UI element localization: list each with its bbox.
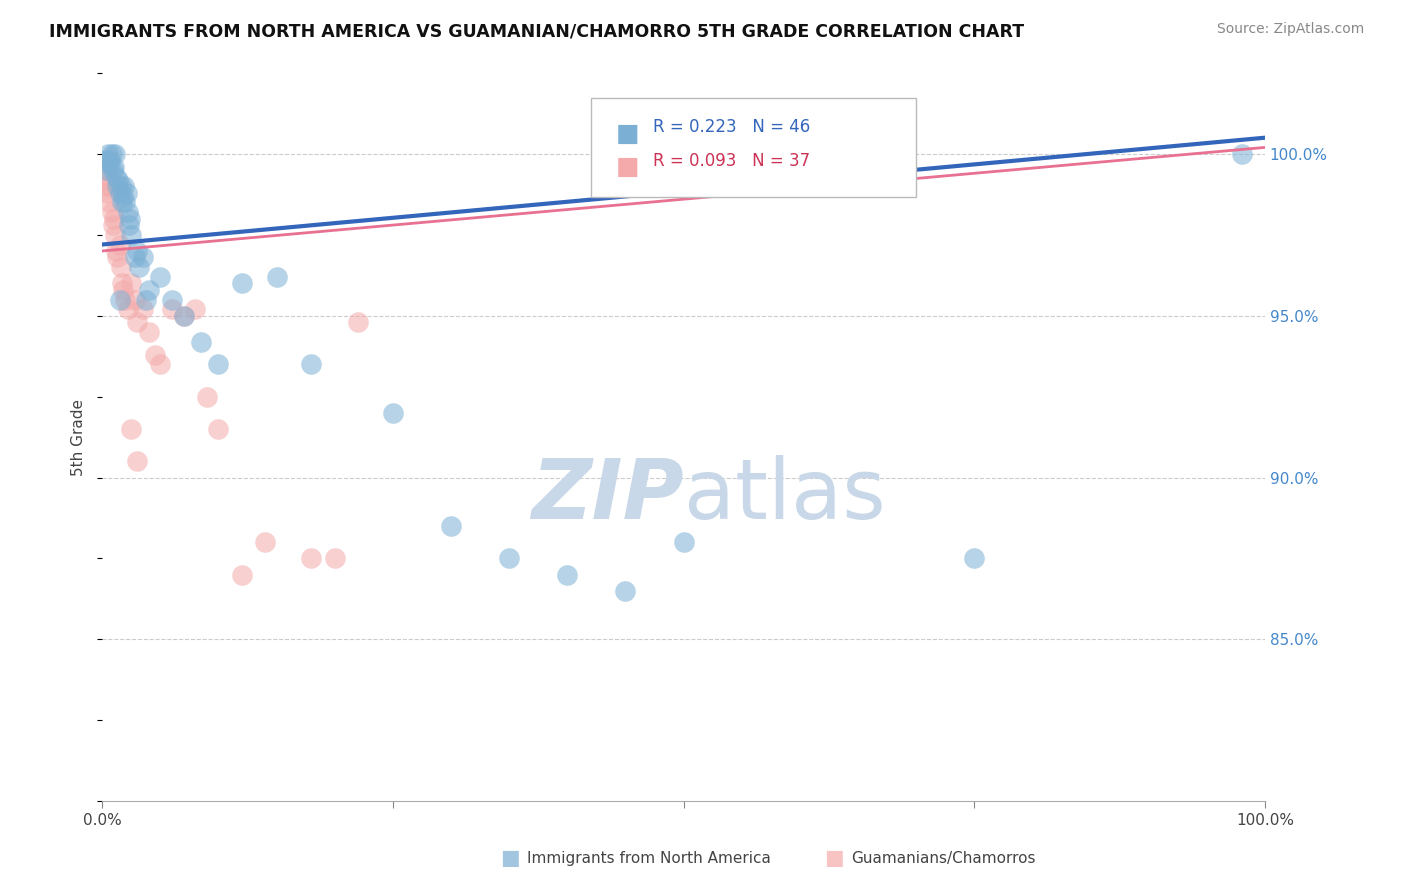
- Point: [138, 325, 160, 339]
- Point: [93, 163, 115, 178]
- Text: atlas: atlas: [683, 455, 886, 536]
- Point: [120, 422, 142, 436]
- Point: [94, 153, 117, 168]
- Point: [110, 260, 132, 275]
- Point: [347, 315, 370, 329]
- Point: [98, 195, 121, 210]
- Point: [103, 160, 125, 174]
- Text: ■: ■: [616, 155, 640, 179]
- Point: [105, 179, 128, 194]
- Point: [128, 260, 150, 275]
- Point: [124, 251, 146, 265]
- Point: [127, 454, 149, 468]
- Point: [135, 293, 157, 307]
- Point: [98, 179, 121, 194]
- Point: [97, 173, 120, 187]
- Point: [98, 153, 121, 168]
- Point: [118, 218, 141, 232]
- Point: [132, 251, 155, 265]
- Point: [104, 227, 127, 242]
- Point: [103, 211, 125, 226]
- Point: [440, 519, 463, 533]
- Point: [120, 277, 142, 291]
- Point: [381, 406, 404, 420]
- Point: [112, 189, 135, 203]
- Point: [114, 195, 136, 210]
- Point: [108, 293, 131, 307]
- Point: [108, 186, 131, 200]
- Point: [160, 293, 183, 307]
- Point: [114, 293, 136, 307]
- Point: [323, 551, 346, 566]
- Point: [105, 251, 128, 265]
- Point: [555, 567, 578, 582]
- Point: [117, 205, 139, 219]
- Text: ■: ■: [824, 848, 844, 868]
- Point: [149, 357, 172, 371]
- Point: [111, 277, 134, 291]
- Point: [120, 211, 142, 226]
- Point: [108, 237, 131, 252]
- Point: [101, 218, 124, 232]
- Point: [149, 269, 172, 284]
- Text: ZIP: ZIP: [531, 455, 683, 536]
- Point: [112, 179, 135, 194]
- Point: [614, 583, 637, 598]
- Point: [143, 347, 166, 361]
- Text: ■: ■: [616, 122, 640, 145]
- Point: [107, 173, 129, 187]
- Point: [231, 277, 253, 291]
- Point: [173, 309, 195, 323]
- Point: [184, 302, 207, 317]
- Point: [110, 179, 132, 194]
- Point: [105, 244, 128, 258]
- Point: [301, 551, 323, 566]
- Point: [127, 315, 149, 329]
- Point: [117, 302, 139, 317]
- Point: [207, 357, 229, 371]
- Point: [173, 309, 195, 323]
- Point: [207, 422, 229, 436]
- Point: [105, 169, 128, 184]
- Point: [266, 269, 288, 284]
- Point: [100, 147, 122, 161]
- Point: [97, 147, 120, 161]
- Point: [120, 227, 142, 242]
- Point: [104, 147, 127, 161]
- Point: [190, 334, 212, 349]
- Point: [94, 179, 117, 194]
- Point: [100, 205, 122, 219]
- Text: R = 0.223   N = 46: R = 0.223 N = 46: [654, 118, 811, 136]
- Point: [98, 156, 121, 170]
- Point: [111, 195, 134, 210]
- Point: [160, 302, 183, 317]
- Point: [115, 186, 138, 200]
- Point: [96, 163, 118, 178]
- Text: IMMIGRANTS FROM NORTH AMERICA VS GUAMANIAN/CHAMORRO 5TH GRADE CORRELATION CHART: IMMIGRANTS FROM NORTH AMERICA VS GUAMANI…: [49, 22, 1025, 40]
- Point: [132, 302, 155, 317]
- Point: [195, 390, 218, 404]
- Point: [124, 293, 146, 307]
- Point: [101, 163, 124, 178]
- Point: [112, 283, 135, 297]
- Text: Guamanians/Chamorros: Guamanians/Chamorros: [851, 851, 1035, 865]
- Text: R = 0.093   N = 37: R = 0.093 N = 37: [654, 152, 810, 169]
- Point: [498, 551, 520, 566]
- Point: [138, 283, 160, 297]
- Point: [1230, 147, 1253, 161]
- Point: [231, 567, 253, 582]
- Point: [253, 535, 276, 549]
- Point: [301, 357, 323, 371]
- Point: [127, 244, 149, 258]
- Text: Source: ZipAtlas.com: Source: ZipAtlas.com: [1216, 22, 1364, 37]
- Text: Immigrants from North America: Immigrants from North America: [527, 851, 770, 865]
- Text: ■: ■: [501, 848, 520, 868]
- Y-axis label: 5th Grade: 5th Grade: [72, 399, 86, 475]
- FancyBboxPatch shape: [591, 98, 917, 197]
- Point: [96, 186, 118, 200]
- Point: [672, 535, 695, 549]
- Point: [963, 551, 986, 566]
